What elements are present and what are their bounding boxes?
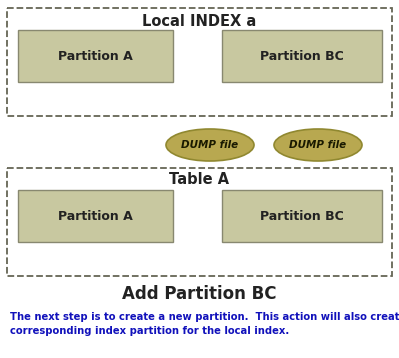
Bar <box>18 190 173 242</box>
Text: Partition A: Partition A <box>58 209 133 223</box>
Bar <box>7 168 392 276</box>
Bar <box>7 8 392 116</box>
Text: Partition BC: Partition BC <box>260 209 344 223</box>
Text: corresponding index partition for the local index.: corresponding index partition for the lo… <box>10 326 289 336</box>
Text: The next step is to create a new partition.  This action will also create the: The next step is to create a new partiti… <box>10 312 399 322</box>
Text: Partition A: Partition A <box>58 49 133 63</box>
Ellipse shape <box>274 129 362 161</box>
Text: Table A: Table A <box>169 172 229 187</box>
Bar <box>222 190 382 242</box>
Text: DUMP file: DUMP file <box>289 140 347 150</box>
Bar <box>222 30 382 82</box>
Text: Partition BC: Partition BC <box>260 49 344 63</box>
Text: DUMP file: DUMP file <box>182 140 239 150</box>
Text: Add Partition BC: Add Partition BC <box>122 285 276 303</box>
Text: Local INDEX a: Local INDEX a <box>142 14 256 29</box>
Ellipse shape <box>166 129 254 161</box>
Bar <box>18 30 173 82</box>
